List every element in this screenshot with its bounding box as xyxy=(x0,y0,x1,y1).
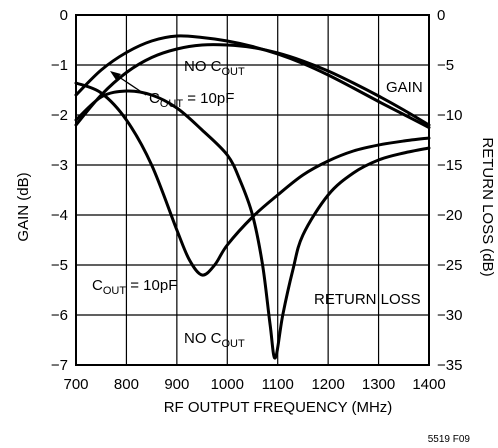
x-tick-label: 1300 xyxy=(362,376,395,393)
cout-arrow-head xyxy=(110,71,121,80)
y-right-tick-label: −25 xyxy=(437,257,462,274)
gain-curve-no-cout xyxy=(74,34,431,129)
y-left-axis-title: GAIN (dB) xyxy=(15,172,32,241)
x-tick-label: 900 xyxy=(164,376,189,393)
y-right-tick-label: −15 xyxy=(437,157,462,174)
y-right-tick-label: −35 xyxy=(437,357,462,374)
return-loss-curve-cout-10pf xyxy=(74,81,431,277)
cout-gain-label: COUT = 10pF xyxy=(149,90,234,110)
no-cout-gain-label: NO COUT xyxy=(184,58,245,78)
y-left-tick-label: −6 xyxy=(51,307,68,324)
gain-label: GAIN xyxy=(386,79,423,96)
x-tick-label: 1200 xyxy=(311,376,344,393)
x-tick-labels: 700 800 900 1000 1100 1200 1300 1400 xyxy=(63,376,445,393)
y-left-tick-label: −5 xyxy=(51,257,68,274)
y-left-tick-labels: 0 −1 −2 −3 −4 −5 −6 −7 xyxy=(51,7,68,374)
y-right-tick-label: −10 xyxy=(437,107,462,124)
y-left-tick-label: 0 xyxy=(60,7,68,24)
y-left-tick-label: −3 xyxy=(51,157,68,174)
x-tick-label: 1000 xyxy=(211,376,244,393)
plot-frame xyxy=(75,14,430,366)
y-right-tick-label: −20 xyxy=(437,207,462,224)
cout-return-loss-label: COUT = 10pF xyxy=(92,277,177,297)
figure-id: 5519 F09 xyxy=(428,434,471,445)
y-right-tick-label: −30 xyxy=(437,307,462,324)
y-right-tick-label: 0 xyxy=(437,7,445,24)
gain-curve-cout-10pf xyxy=(74,43,431,127)
x-tick-label: 700 xyxy=(63,376,88,393)
y-right-axis-title: RETURN LOSS (dB) xyxy=(479,137,496,276)
grid xyxy=(75,14,430,366)
y-right-tick-labels: 0 −5 −10 −15 −20 −25 −30 −35 xyxy=(437,7,462,374)
x-tick-label: 1400 xyxy=(412,376,445,393)
x-axis-title: RF OUTPUT FREQUENCY (MHz) xyxy=(164,399,393,416)
y-right-tick-label: −5 xyxy=(437,57,454,74)
y-left-tick-label: −1 xyxy=(51,57,68,74)
curves xyxy=(74,34,431,360)
y-left-tick-label: −4 xyxy=(51,207,68,224)
y-left-tick-label: −2 xyxy=(51,107,68,124)
x-tick-label: 800 xyxy=(114,376,139,393)
x-tick-label: 1100 xyxy=(262,376,294,393)
return-loss-curve-no-cout xyxy=(74,89,431,360)
no-cout-return-loss-label: NO COUT xyxy=(184,330,245,350)
return-loss-label: RETURN LOSS xyxy=(314,291,421,308)
y-left-tick-label: −7 xyxy=(51,357,68,374)
